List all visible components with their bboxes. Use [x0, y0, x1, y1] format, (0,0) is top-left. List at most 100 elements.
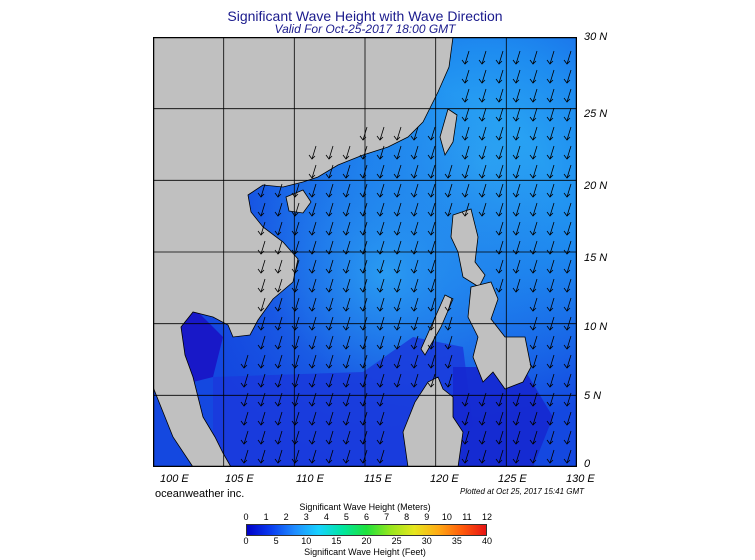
wave-arrow-shaft	[328, 297, 334, 312]
celebes-sea	[453, 367, 553, 467]
wave-arrow-shaft	[294, 449, 300, 464]
wave-arrow-head	[257, 211, 265, 217]
wave-arrow-head	[376, 211, 384, 217]
wave-arrow-shaft	[532, 316, 538, 331]
wave-arrow-head	[529, 344, 537, 350]
wave-arrow-shaft	[481, 145, 487, 160]
wave-arrow-shaft	[464, 430, 470, 445]
wave-arrow-head	[529, 154, 537, 160]
wave-arrow-head	[546, 97, 554, 103]
wave-arrow-head	[478, 135, 486, 141]
wave-arrow-head	[359, 154, 367, 160]
wave-arrow-shaft	[260, 354, 266, 369]
wave-arrow-head	[512, 173, 520, 179]
wave-arrow-shaft	[328, 430, 334, 445]
wave-arrow-head	[563, 344, 571, 350]
wave-arrow-head	[274, 458, 282, 464]
wave-arrow-shaft	[311, 335, 317, 350]
wave-arrow-shaft	[532, 373, 538, 388]
wave-arrow-shaft	[549, 316, 555, 331]
wave-arrow-head	[342, 401, 350, 407]
wave-arrow-head	[291, 287, 299, 293]
wave-arrow-head	[495, 268, 503, 274]
palawan-island	[420, 294, 454, 356]
wave-arrow-shaft	[260, 430, 266, 445]
wave-arrow-head	[512, 211, 520, 217]
wave-arrow-head	[461, 59, 469, 65]
wave-arrow-head	[274, 382, 282, 388]
wave-arrow-head	[291, 420, 299, 426]
wave-arrow-shaft	[294, 240, 300, 255]
wave-arrow-shaft	[277, 335, 283, 350]
wave-arrow-shaft	[515, 50, 521, 65]
wave-arrow-shaft	[430, 297, 436, 312]
wave-arrow-head	[546, 439, 554, 445]
wave-arrow-head	[376, 287, 384, 293]
wave-arrow-head	[427, 173, 435, 179]
wave-arrow-shaft	[566, 392, 572, 407]
wave-arrow-head	[444, 363, 452, 369]
wave-arrow-shaft	[311, 449, 317, 464]
wave-arrow-shaft	[549, 183, 555, 198]
wave-arrow-head	[325, 268, 333, 274]
wave-arrow-shaft	[243, 392, 249, 407]
wave-arrow-head	[495, 135, 503, 141]
wave-arrow-shaft	[396, 240, 402, 255]
wave-arrow-shaft	[498, 126, 504, 141]
wave-arrow-shaft	[260, 297, 266, 312]
wave-arrow-shaft	[481, 411, 487, 426]
wave-arrow-head	[274, 325, 282, 331]
meters-tick-7: 7	[384, 512, 390, 522]
lat-label-15n: 15 N	[584, 252, 608, 264]
wave-arrow-head	[495, 230, 503, 236]
wave-arrow-head	[359, 420, 367, 426]
wave-arrow-head	[529, 382, 537, 388]
wave-arrow-head	[529, 230, 537, 236]
wave-arrow-shaft	[277, 183, 283, 198]
wave-arrow-shaft	[294, 316, 300, 331]
wave-arrow-head	[359, 401, 367, 407]
wave-arrow-head	[308, 325, 316, 331]
wave-arrow-head	[512, 420, 520, 426]
wave-arrow-shaft	[464, 392, 470, 407]
scale-title-feet: Significant Wave Height (Feet)	[304, 547, 426, 557]
wave-arrow-shaft	[328, 392, 334, 407]
wave-arrow-head	[240, 420, 248, 426]
wave-arrow-head	[376, 344, 384, 350]
wave-arrow-shaft	[311, 164, 317, 179]
wave-arrow-shaft	[243, 354, 249, 369]
wave-arrow-head	[342, 154, 350, 160]
feet-tick-10: 10	[301, 536, 312, 546]
wave-arrow-head	[546, 173, 554, 179]
wave-arrow-shaft	[447, 297, 453, 312]
wave-arrow-shaft	[481, 164, 487, 179]
wave-arrow-head	[291, 344, 299, 350]
wave-arrow-shaft	[345, 297, 351, 312]
wave-arrow-shaft	[566, 430, 572, 445]
wave-arrow-shaft	[464, 126, 470, 141]
wave-arrow-shaft	[345, 221, 351, 236]
meters-tick-11: 11	[462, 512, 472, 522]
wave-arrow-head	[478, 401, 486, 407]
wave-arrow-shaft	[379, 221, 385, 236]
lat-label-20n: 20 N	[584, 180, 608, 192]
wave-arrow-head	[495, 192, 503, 198]
wave-arrow-shaft	[362, 449, 368, 464]
wave-arrow-head	[546, 363, 554, 369]
wave-arrow-head	[291, 211, 299, 217]
wave-arrow-shaft	[362, 126, 368, 141]
wave-arrow-shaft	[379, 164, 385, 179]
wave-arrow-head	[563, 192, 571, 198]
wave-arrow-shaft	[396, 202, 402, 217]
wave-arrow-shaft	[294, 411, 300, 426]
wave-arrow-head	[563, 135, 571, 141]
wave-arrow-head	[359, 249, 367, 255]
wave-arrow-head	[495, 458, 503, 464]
wave-arrow-shaft	[566, 145, 572, 160]
wave-arrow-head	[546, 135, 554, 141]
wave-arrow-head	[427, 211, 435, 217]
wave-arrow-head	[274, 268, 282, 274]
meters-tick-9: 9	[424, 512, 430, 522]
wave-arrow-shaft	[396, 221, 402, 236]
wave-arrow-shaft	[345, 145, 351, 160]
